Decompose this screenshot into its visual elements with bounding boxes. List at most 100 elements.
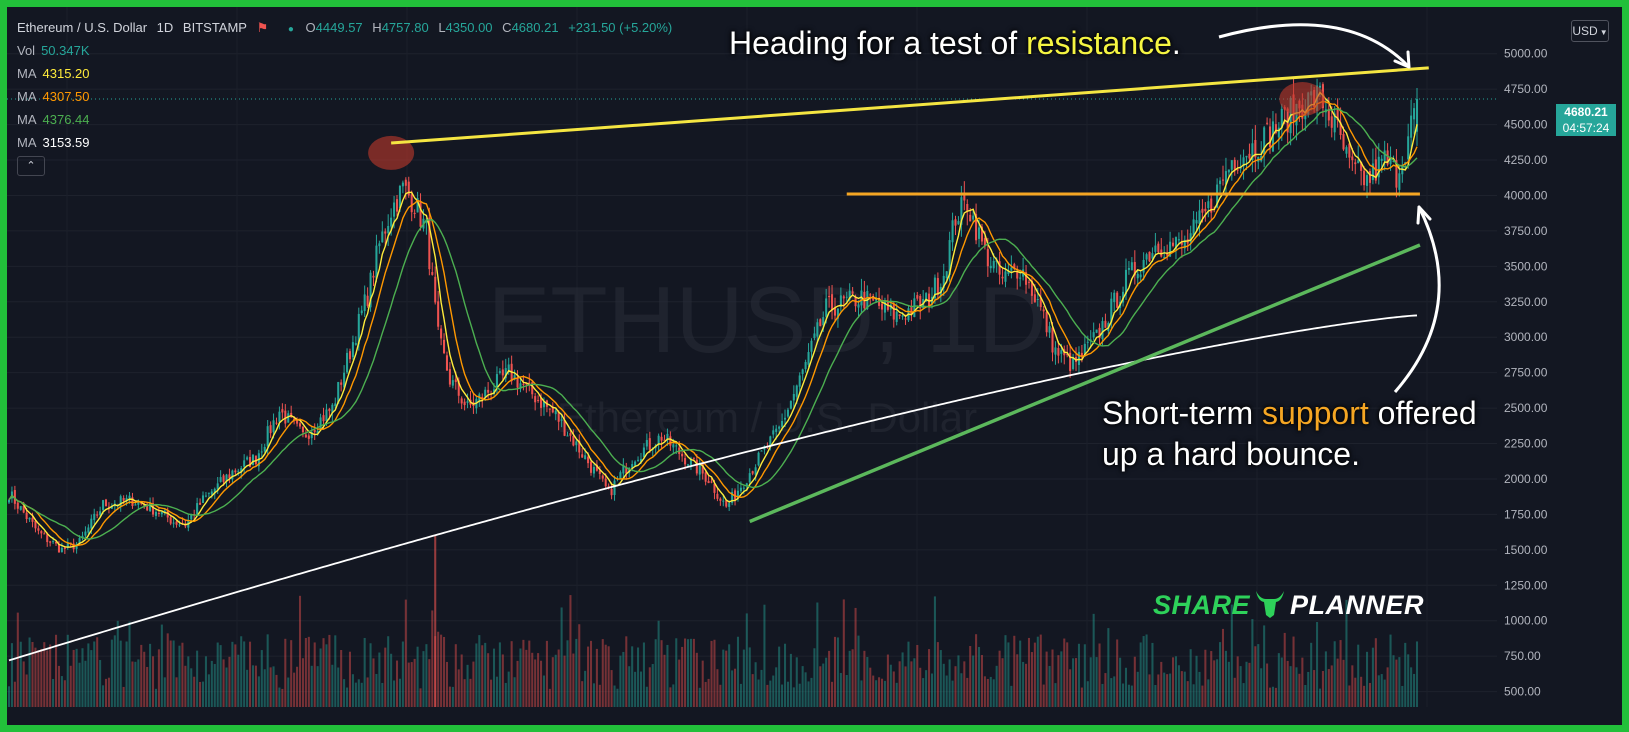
volume-bar: [989, 676, 992, 707]
volume-bar: [298, 595, 302, 707]
candle-body: [240, 468, 243, 473]
candle-body: [275, 422, 278, 424]
volume-bar: [1357, 644, 1360, 707]
candle-body: [1054, 347, 1057, 355]
volume-bar: [742, 649, 745, 707]
candle-body: [1189, 233, 1192, 243]
candle-body: [272, 420, 275, 433]
volume-bar: [872, 675, 875, 707]
volume-bar: [592, 683, 595, 707]
volume-bar: [642, 642, 645, 707]
candle-body: [604, 478, 607, 487]
moving-averages: [8, 91, 1418, 662]
volume-bar: [589, 640, 593, 707]
candle-body: [754, 467, 757, 475]
candle-body: [1248, 153, 1251, 159]
volume-bar: [760, 669, 763, 707]
volume-bar: [1216, 659, 1219, 707]
volume-bar: [886, 654, 889, 707]
candle-body: [296, 419, 299, 424]
volume-bar: [666, 644, 669, 707]
volume-bar: [169, 640, 172, 707]
volume-bar: [1207, 679, 1210, 707]
flag-icon[interactable]: ⚑: [256, 20, 269, 35]
candle-body: [910, 307, 913, 315]
interval-label[interactable]: 1D: [156, 20, 174, 35]
price-chart[interactable]: ETHUSD, 1D Ethereum / U.S. Dollar 500.00…: [7, 7, 1622, 725]
volume-bar: [1318, 688, 1322, 707]
candle-body: [810, 340, 813, 352]
candle-body: [322, 415, 325, 422]
candle-body: [340, 382, 343, 385]
volume-bar: [34, 647, 37, 707]
collapse-legend-button[interactable]: ⌃: [17, 156, 45, 176]
annotation-text: up a hard bounce.: [1102, 436, 1360, 472]
candle-body: [587, 456, 590, 464]
indicator-ma-4[interactable]: MA 3153.59: [17, 131, 678, 154]
candle-body: [119, 496, 122, 507]
volume-bar: [1166, 674, 1169, 707]
price-tick-label: 3750.00: [1504, 224, 1548, 238]
currency-selector[interactable]: USD ▼: [1571, 20, 1609, 42]
volume-bar: [254, 665, 257, 707]
volume-bar: [275, 674, 278, 707]
indicator-value: 4315.20: [42, 66, 90, 81]
candle-body: [1036, 298, 1039, 300]
indicator-ma-3[interactable]: MA 4376.44: [17, 108, 678, 131]
open-value: 4449.57: [315, 20, 363, 35]
candle-body: [813, 333, 816, 339]
annotation-support: Short-term support offered up a hard bou…: [1102, 393, 1477, 475]
volume-bar: [707, 678, 710, 707]
shareplanner-logo: SHARE PLANNER: [1153, 589, 1424, 621]
indicator-ma-1[interactable]: MA 4315.20: [17, 62, 678, 85]
price-tick-label: 3500.00: [1504, 259, 1548, 273]
candle-body: [613, 480, 616, 496]
volume-bar: [410, 662, 413, 707]
candle-body: [901, 315, 904, 317]
symbol-name[interactable]: Ethereum / U.S. Dollar: [17, 20, 148, 35]
candle-body: [1177, 239, 1180, 241]
candle-body: [407, 181, 410, 196]
volume-bar: [384, 647, 387, 707]
candle-body: [1266, 122, 1269, 124]
volume-bar: [1066, 642, 1069, 707]
volume-bar: [689, 638, 692, 707]
candle-body: [481, 396, 484, 400]
candle-body: [836, 308, 839, 319]
candle-body: [513, 375, 516, 380]
volume-bar: [1289, 666, 1292, 707]
candle-body: [498, 371, 501, 373]
candle-body: [551, 406, 554, 413]
volume-bar: [1310, 642, 1313, 707]
candle-body: [134, 504, 137, 506]
candle-body: [1030, 280, 1033, 296]
candle-body: [1007, 270, 1010, 274]
candle-body: [1392, 160, 1395, 162]
volume-bar: [319, 648, 322, 707]
candle-body: [381, 231, 384, 243]
volume-bar: [431, 610, 434, 707]
volume-bar: [1230, 604, 1233, 707]
indicator-ma-2[interactable]: MA 4307.50: [17, 85, 678, 108]
candle-body: [1201, 208, 1204, 213]
candle-body: [778, 426, 781, 429]
candle-body: [395, 199, 399, 212]
candle-body: [977, 227, 981, 239]
volume-bar: [13, 681, 16, 707]
volume-bar: [325, 644, 328, 707]
candle-body: [231, 470, 234, 480]
volume-bar: [69, 665, 72, 707]
volume-bar: [1163, 672, 1166, 707]
candle-body: [313, 429, 316, 433]
candle-body: [1224, 171, 1227, 185]
candle-body: [25, 512, 28, 520]
watermark-name: Ethereum / U.S. Dollar: [557, 394, 977, 441]
volume-bar: [686, 639, 690, 707]
volume-bar: [140, 644, 143, 707]
candle-body: [663, 439, 666, 441]
indicator-vol[interactable]: Vol 50.347K: [17, 39, 678, 62]
volume-bar: [1004, 635, 1007, 707]
volume-bar: [328, 634, 331, 707]
last-price-badge: 4680.21 04:57:24: [1556, 104, 1616, 136]
volume-bar: [1301, 657, 1304, 707]
